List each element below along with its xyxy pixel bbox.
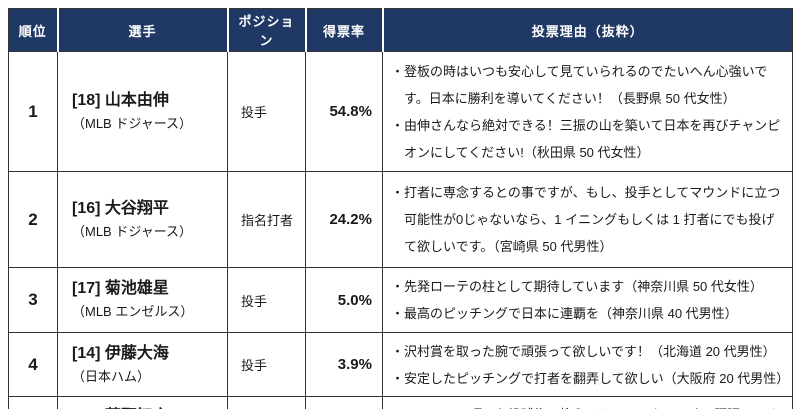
reason-item: ・先発ローテの柱として期待しています（神奈川県 50 代女性） [391,279,763,294]
reason-item: ・沢村賞を取った腕で頑張って欲しいです！（北海道 20 代男性） [391,343,776,359]
position-value: 投手 [227,396,306,409]
player-cell: [18] 山本由伸 （MLB ドジャース） [57,51,228,172]
player-name: [16] 大谷翔平 [72,199,169,217]
reason-item: ・最高のピッチングで日本に連覇を（神奈川県 40 代男性） [391,306,738,321]
vote-rate-value: 2.6% [305,396,383,409]
reason-cell: ・ベテランの巧みな投球術で抑えるところみたいです、頑張ってください（埼玉県 20… [382,396,793,409]
reason-item: ・安定したピッチングで打者を翻弄して欲しい（大阪府 20 代男性） [391,370,790,386]
reason-cell: ・打者に専念するとの事ですが、もし、投手としてマウンドに立つ可能性が0じゃないな… [382,171,793,268]
header-vote-rate: 得票率 [304,8,383,52]
player-voting-table: 順位 選手 ポジション 得票率 投票理由（抜粋） 1 [18] 山本由伸 （ML… [8,8,793,409]
table-row: 1 [18] 山本由伸 （MLB ドジャース） 投手 54.8% ・登板の時はい… [8,51,793,172]
header-rank: 順位 [8,8,58,52]
player-team: （日本ハム） [72,368,151,384]
rank-value: 4 [8,332,58,397]
vote-rate-value: 3.9% [305,332,383,397]
reason-item: ・登板の時はいつも安心して見ていられるのでたいへん心強いです。日本に勝利を導いて… [391,63,768,106]
position-value: 投手 [227,332,306,397]
reason-item: ・打者に専念するとの事ですが、もし、投手としてマウンドに立つ可能性が0じゃないな… [391,185,781,254]
reason-cell: ・登板の時はいつも安心して見ていられるのでたいへん心強いです。日本に勝利を導いて… [382,51,793,172]
rank-value: 3 [8,267,58,333]
reason-cell: ・沢村賞を取った腕で頑張って欲しいです！（北海道 20 代男性） ・安定したピッ… [382,332,793,397]
position-value: 投手 [227,267,306,333]
reason-item: ・ベテランの巧みな投球術で抑えるところみたいです、頑張ってください（埼玉県 20… [391,401,786,409]
player-team: （MLB ドジャース） [72,223,193,239]
header-position: ポジション [226,8,306,52]
table-row: 5 [19] 菅野智之 （MLB ロッキーズ） 投手 2.6% ・ベテランの巧み… [8,396,793,409]
position-value: 投手 [227,51,306,172]
table-row: 3 [17] 菊池雄星 （MLB エンゼルス） 投手 5.0% ・先発ローテの柱… [8,267,793,333]
player-name: [17] 菊池雄星 [72,280,169,297]
reason-item: ・由伸さんなら絶対できる！三振の山を築いて日本を再びチャンピオンにしてください!… [391,117,781,160]
table-header-row: 順位 選手 ポジション 得票率 投票理由（抜粋） [8,8,793,52]
rank-value: 2 [8,171,58,268]
rank-value: 5 [8,396,58,409]
player-cell: [14] 伊藤大海 （日本ハム） [57,332,228,397]
player-team: （MLB エンゼルス） [72,304,194,319]
player-cell: [17] 菊池雄星 （MLB エンゼルス） [57,267,228,333]
player-name: [18] 山本由伸 [72,91,169,109]
position-value: 指名打者 [227,171,306,268]
table-row: 2 [16] 大谷翔平 （MLB ドジャース） 指名打者 24.2% ・打者に専… [8,171,793,268]
vote-rate-value: 24.2% [305,171,383,268]
player-name: [14] 伊藤大海 [72,344,169,362]
player-team: （MLB ドジャース） [72,115,193,131]
player-cell: [19] 菅野智之 （MLB ロッキーズ） [57,396,228,409]
reason-cell: ・先発ローテの柱として期待しています（神奈川県 50 代女性） ・最高のピッチン… [382,267,793,333]
header-reason: 投票理由（抜粋） [381,8,793,52]
vote-rate-value: 5.0% [305,267,383,333]
rank-value: 1 [8,51,58,172]
vote-rate-value: 54.8% [305,51,383,172]
player-cell: [16] 大谷翔平 （MLB ドジャース） [57,171,228,268]
header-player: 選手 [56,8,228,52]
table-row: 4 [14] 伊藤大海 （日本ハム） 投手 3.9% ・沢村賞を取った腕で頑張っ… [8,332,793,397]
